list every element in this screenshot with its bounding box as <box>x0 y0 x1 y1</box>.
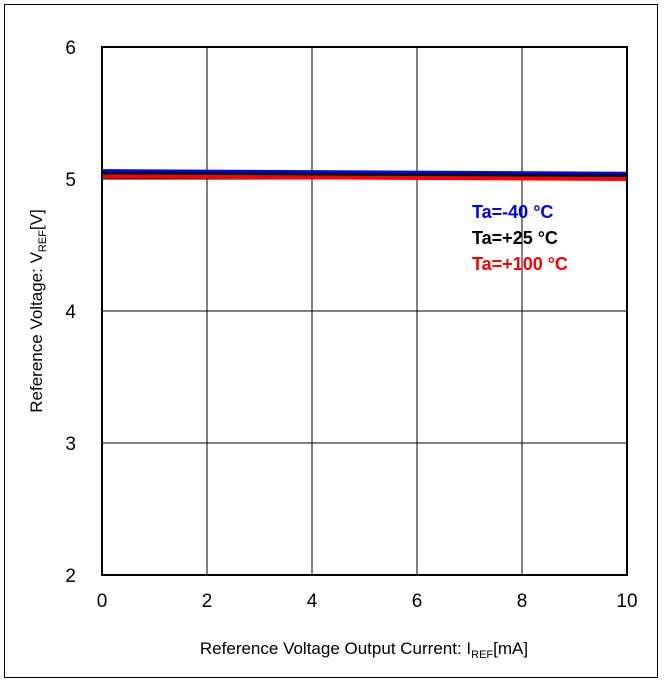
series-line-1 <box>101 169 628 176</box>
grid <box>102 47 627 575</box>
y-tick-label: 6 <box>65 38 76 59</box>
x-axis-label: Reference Voltage Output Current: IREF[m… <box>200 639 528 661</box>
y-tick-label: 3 <box>65 434 76 455</box>
x-tick-label: 4 <box>307 591 318 612</box>
y-axis-label: Reference Voltage: VREF[V] <box>27 209 49 412</box>
series-line-2 <box>101 171 628 179</box>
x-tick-label: 0 <box>97 591 108 612</box>
legend-entry: Ta=+25 °C <box>472 228 558 248</box>
x-tick-label: 8 <box>517 591 528 612</box>
series-lines <box>101 169 628 181</box>
x-tick-label: 2 <box>202 591 213 612</box>
x-tick-label: 6 <box>412 591 423 612</box>
legend: Ta=-40 °C Ta=+25 °C Ta=+100 °C <box>472 202 568 274</box>
legend-entry: Ta=-40 °C <box>472 202 553 222</box>
y-tick-label: 5 <box>65 170 76 191</box>
x-tick-label: 10 <box>616 591 637 612</box>
chart-frame <box>4 4 658 678</box>
series-line-3 <box>101 174 628 181</box>
plot-area <box>101 46 628 576</box>
x-tick-labels: 0 2 4 6 8 10 <box>97 591 638 612</box>
y-tick-label: 2 <box>65 566 76 587</box>
y-tick-labels: 2 3 4 5 6 <box>65 38 76 587</box>
legend-entry: Ta=+100 °C <box>472 254 568 274</box>
y-tick-label: 4 <box>65 302 76 323</box>
